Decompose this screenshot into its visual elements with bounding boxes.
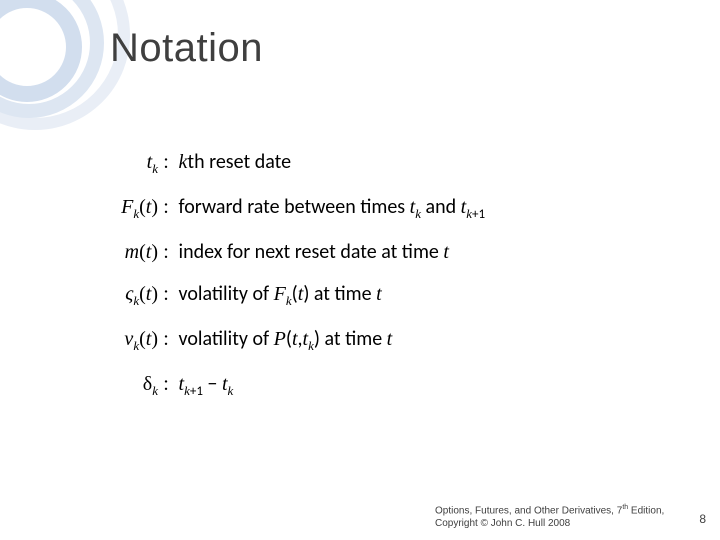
- notation-row: m(t): index for next reset date at time …: [100, 240, 660, 264]
- notation-description: index for next reset date at time t: [174, 240, 449, 264]
- colon: :: [158, 196, 174, 219]
- notation-symbol: vk(t): [100, 328, 158, 354]
- slide-title: Notation: [110, 26, 263, 71]
- footer-citation: Options, Futures, and Other Derivatives,…: [435, 504, 665, 530]
- notation-description: volatility of P(t,tk) at time t: [174, 327, 392, 354]
- notation-symbol: ςk(t): [100, 283, 158, 309]
- notation-row: vk(t): volatility of P(t,tk) at time t: [100, 327, 660, 354]
- notation-description: kth reset date: [174, 150, 291, 174]
- notation-list: tk: kth reset date Fk(t): forward rate be…: [100, 150, 660, 399]
- notation-description: tk+1 − tk: [174, 372, 233, 399]
- notation-symbol: m(t): [100, 241, 158, 264]
- notation-description: volatility of Fk(t) at time t: [174, 282, 382, 309]
- slide: Notation tk: kth reset date Fk(t): forwar…: [0, 0, 720, 540]
- notation-row: ςk(t): volatility of Fk(t) at time t: [100, 282, 660, 309]
- notation-symbol: tk: [100, 151, 158, 177]
- colon: :: [158, 328, 174, 351]
- notation-row: tk: kth reset date: [100, 150, 660, 177]
- notation-row: Fk(t): forward rate between times tk and…: [100, 195, 660, 222]
- colon: :: [158, 373, 174, 396]
- page-number: 8: [699, 512, 706, 526]
- colon: :: [158, 151, 174, 174]
- notation-symbol: δk: [100, 373, 158, 399]
- colon: :: [158, 241, 174, 264]
- notation-symbol: Fk(t): [100, 196, 158, 222]
- notation-row: δk: tk+1 − tk: [100, 372, 660, 399]
- notation-description: forward rate between times tk and tk+1: [174, 195, 485, 222]
- colon: :: [158, 283, 174, 306]
